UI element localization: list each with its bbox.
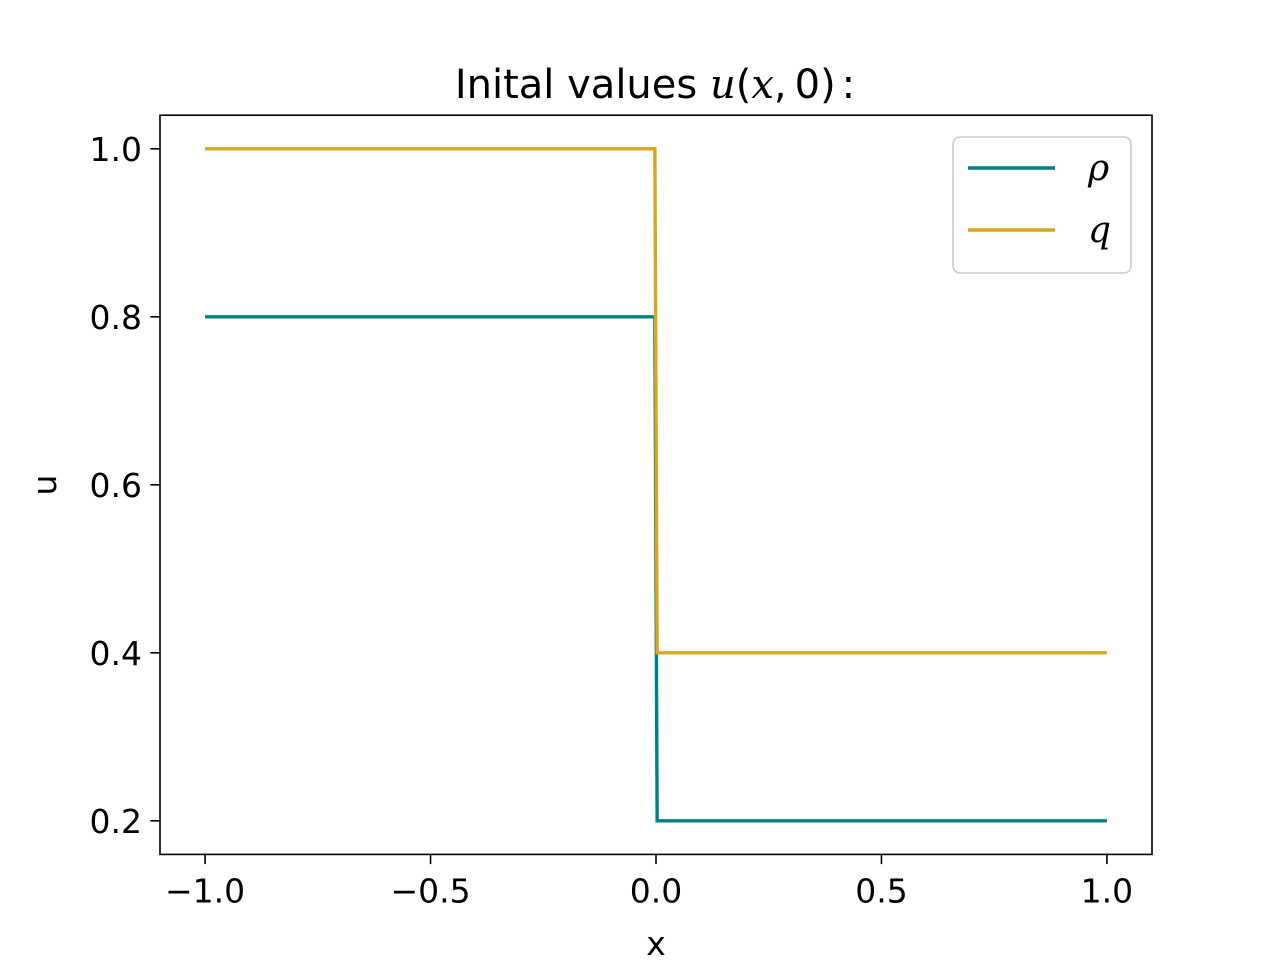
- legend-label: ρ: [1087, 148, 1109, 189]
- y-tick-label: 1.0: [90, 130, 142, 169]
- chart-title: Inital values u(x, 0):: [455, 62, 855, 108]
- series-line-q: [205, 147, 1107, 655]
- y-axis: 0.2 0.4 0.6 0.8 1.0: [90, 130, 160, 841]
- y-tick-label: 0.6: [90, 466, 142, 505]
- x-axis-label: x: [646, 924, 666, 960]
- x-tick-label: 1.0: [1081, 871, 1133, 910]
- y-axis-label: u: [25, 475, 64, 496]
- legend: ρq: [952, 136, 1132, 274]
- y-tick-label: 0.4: [90, 634, 142, 673]
- x-axis: −1.0 −0.5 0.0 0.5 1.0: [165, 854, 1133, 910]
- series-layer: [205, 147, 1107, 823]
- y-tick-label: 0.8: [90, 298, 142, 337]
- x-tick-label: −0.5: [390, 871, 470, 910]
- x-tick-label: 0.5: [855, 871, 907, 910]
- x-tick-label: −1.0: [165, 871, 245, 910]
- x-tick-label: 0.0: [630, 871, 682, 910]
- legend-frame: [952, 136, 1132, 274]
- legend-label: q: [1088, 210, 1111, 251]
- y-tick-label: 0.2: [90, 802, 142, 841]
